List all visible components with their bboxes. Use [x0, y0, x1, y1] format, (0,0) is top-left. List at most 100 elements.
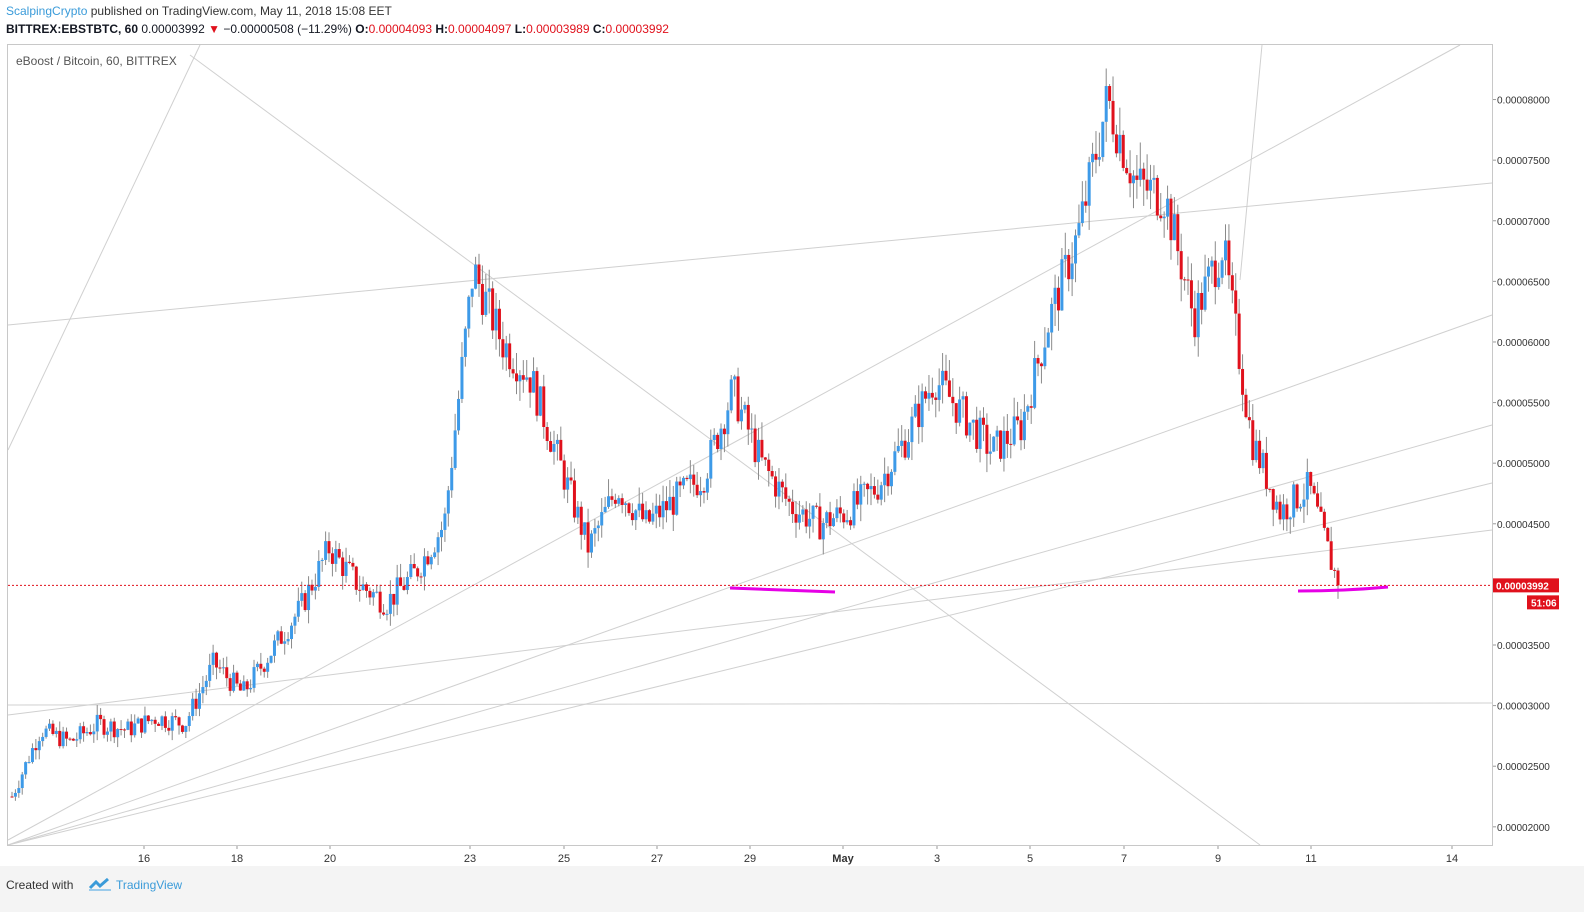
candle-body	[1029, 406, 1033, 408]
candle-body	[964, 396, 968, 436]
candle-body	[913, 403, 917, 417]
candle-body	[1128, 173, 1132, 184]
candle-body	[272, 640, 276, 656]
down-arrow-icon: ▼	[208, 22, 220, 36]
change-value: −0.00000508 (−11.29%)	[223, 22, 352, 36]
tradingview-link[interactable]: TradingView	[116, 878, 183, 892]
candle-body	[24, 762, 28, 775]
candle-body	[416, 568, 420, 577]
candle-body	[211, 652, 215, 665]
candle-body	[883, 473, 887, 486]
candle-body	[780, 481, 784, 488]
candle-body	[521, 375, 525, 380]
candle-body	[617, 498, 621, 504]
candle-body	[150, 719, 154, 722]
candle-body	[671, 496, 675, 515]
candle-body	[283, 641, 287, 644]
candle-body	[920, 391, 924, 428]
candle-body	[951, 396, 955, 404]
candle-body	[542, 386, 546, 427]
candle-body	[944, 370, 948, 381]
candle-body	[743, 404, 747, 410]
candle-body	[477, 264, 481, 284]
x-tick-label: 11	[1305, 853, 1316, 865]
x-tick-label: 23	[464, 853, 476, 865]
candle-body	[443, 513, 447, 530]
candle-body	[647, 510, 651, 522]
candle-body	[504, 343, 508, 358]
y-tick-label: 0.00002000	[1497, 823, 1550, 834]
candle-body	[1309, 472, 1313, 486]
candle-body	[682, 477, 686, 486]
candle-body	[678, 481, 682, 486]
candle-body	[252, 667, 256, 688]
candle-body	[889, 471, 893, 487]
candle-body	[1333, 569, 1337, 571]
candle-body	[1159, 215, 1163, 219]
candle-body	[705, 478, 709, 493]
candle-body	[1145, 179, 1149, 191]
candle-body	[276, 631, 280, 641]
candle-body	[208, 664, 212, 681]
candle-body	[344, 561, 348, 576]
author-link[interactable]: ScalpingCrypto	[6, 4, 88, 18]
y-tick-label: 0.00004500	[1497, 520, 1550, 531]
open-label: O:	[355, 22, 369, 36]
candle-body	[177, 717, 181, 726]
candle-body	[365, 584, 369, 591]
candle-body	[1258, 440, 1262, 469]
candle-body	[736, 376, 740, 422]
candle-body	[382, 612, 386, 615]
candle-body	[457, 398, 461, 431]
candle-body	[947, 380, 951, 397]
candle-body	[937, 385, 941, 400]
candle-body	[954, 403, 958, 423]
candle-body	[1012, 416, 1016, 445]
candle-body	[1244, 394, 1248, 418]
candle-body	[838, 507, 842, 514]
high-value: 0.00004097	[448, 22, 512, 36]
candle-body	[651, 513, 655, 522]
candle-body	[238, 683, 242, 691]
candle-body	[716, 434, 720, 450]
publish-info: ScalpingCrypto published on TradingView.…	[6, 4, 392, 18]
candle-body	[1278, 501, 1282, 520]
candle-body	[1060, 259, 1064, 311]
x-tick-label: 20	[324, 853, 336, 865]
candle-body	[320, 559, 324, 561]
candle-body	[1131, 175, 1135, 184]
candle-body	[1108, 86, 1112, 101]
x-tick-label: 14	[1446, 853, 1458, 865]
candle-body	[341, 557, 345, 576]
candle-body	[1121, 134, 1125, 168]
candle-body	[1305, 472, 1309, 500]
candle-body	[249, 687, 253, 690]
candle-body	[1135, 175, 1139, 180]
candle-body	[1043, 347, 1047, 367]
candle-body	[279, 631, 283, 644]
candle-body	[225, 667, 229, 679]
candle-body	[259, 663, 263, 669]
chart-panel[interactable]	[7, 44, 1493, 846]
candle-body	[828, 512, 832, 527]
candle-body	[395, 577, 399, 605]
candle-body	[375, 591, 379, 593]
candle-body	[474, 264, 478, 289]
candle-body	[1005, 430, 1009, 444]
candle-body	[180, 725, 184, 732]
candle-body	[784, 487, 788, 499]
y-tick-label: 0.00007500	[1497, 156, 1550, 167]
candle-body	[347, 561, 351, 563]
x-tick-label: 27	[651, 853, 663, 865]
candle-body	[760, 439, 764, 458]
candle-body	[886, 473, 890, 487]
candle-body	[733, 376, 737, 380]
candle-body	[10, 796, 14, 798]
candle-body	[514, 373, 518, 382]
candle-body	[402, 585, 406, 590]
candle-body	[1166, 198, 1170, 217]
candle-body	[378, 591, 382, 613]
candle-body	[658, 505, 662, 518]
candle-body	[825, 512, 829, 524]
